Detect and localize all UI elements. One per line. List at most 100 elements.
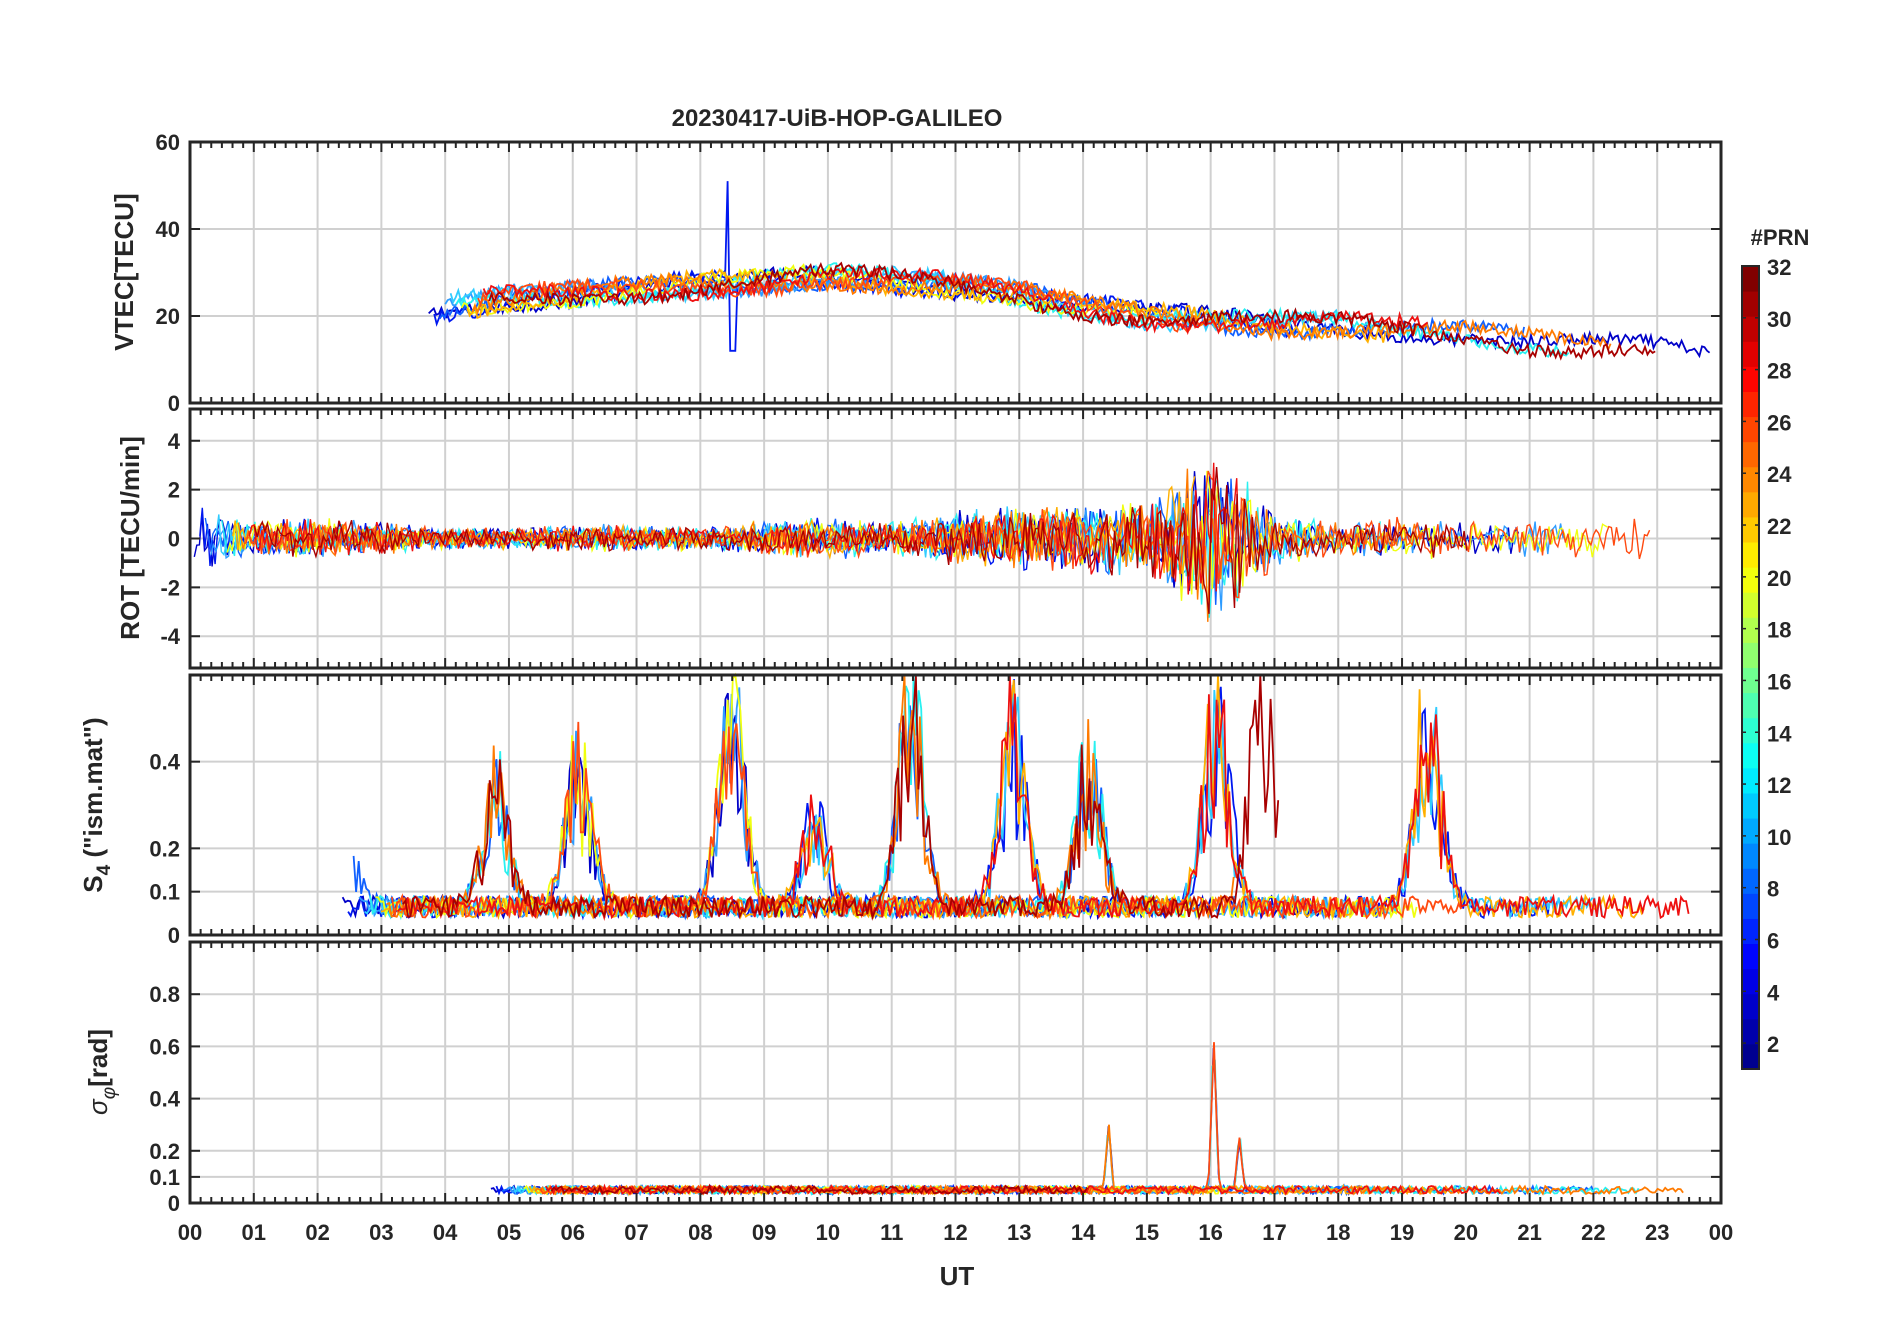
s4-series (341, 672, 1690, 921)
s4-trace-prn-26 (391, 721, 1463, 921)
x-tick-label: 17 (1262, 1220, 1286, 1245)
x-tick-label: 23 (1645, 1220, 1669, 1245)
x-tick-label: 22 (1581, 1220, 1605, 1245)
x-tick-label: 16 (1198, 1220, 1222, 1245)
colorbar-step (1742, 993, 1759, 1020)
colorbar-step (1742, 366, 1759, 392)
s4-panel: 0 0.1 0.2 0.4 S4 ("ism.mat") (78, 672, 1723, 948)
colorbar-step (1742, 466, 1759, 493)
colorbar-gradient (1742, 266, 1759, 1070)
sigma-panel: 00.10.2 0.4 0.6 0.8 σφ[rad] (83, 940, 1723, 1216)
rot-series (193, 462, 1651, 622)
colorbar-step (1742, 491, 1759, 518)
colorbar-step (1742, 767, 1759, 794)
x-tick-label: 18 (1326, 1220, 1350, 1245)
colorbar-step (1742, 968, 1759, 995)
sigma-subscript: φ (99, 1087, 120, 1099)
vtec-series (428, 181, 1711, 361)
colorbar-tick-label: 28 (1767, 359, 1791, 384)
colorbar-step (1742, 893, 1759, 919)
vtec-tick-marks (189, 141, 1722, 404)
rot-y-tick-label: 4 (168, 429, 181, 454)
rot-trace-prn-24 (237, 468, 1423, 622)
colorbar-step (1742, 542, 1759, 568)
x-tick-label: 00 (178, 1220, 202, 1245)
colorbar-tick-label: 4 (1767, 980, 1780, 1005)
colorbar-label: #PRN (1751, 225, 1810, 250)
colorbar-step (1742, 918, 1759, 945)
rot-trace-prn-31 (253, 466, 1468, 614)
x-tick-label: 07 (624, 1220, 648, 1245)
sigma-trace-prn-24 (534, 1124, 1684, 1196)
s4-y-tick-label: 0.1 (149, 880, 180, 905)
sigma-y-tick-labels: 00.10.2 0.4 0.6 0.8 (149, 982, 180, 1216)
colorbar-step (1742, 316, 1759, 342)
colorbar-step (1742, 818, 1759, 844)
colorbar-step (1742, 868, 1759, 894)
vtec-y-tick-label: 40 (156, 217, 180, 242)
rot-y-tick-labels: -4 -2 0 2 4 (160, 429, 180, 649)
x-tick-label: 20 (1454, 1220, 1478, 1245)
s4-trace-prn-31 (402, 674, 1280, 921)
x-tick-label: 04 (433, 1220, 458, 1245)
chart-title: 20230417-UiB-HOP-GALILEO (672, 105, 1003, 132)
sigma-y-label: σφ[rad] (83, 1029, 120, 1115)
x-tick-label: 03 (369, 1220, 393, 1245)
colorbar-tick-label: 30 (1767, 307, 1791, 332)
s4-y-tick-labels: 0 0.1 0.2 0.4 (149, 750, 180, 948)
colorbar-step (1742, 792, 1759, 819)
sigma-symbol: σ (83, 1098, 113, 1115)
colorbar-step (1742, 843, 1759, 869)
x-tick-label: 15 (1135, 1220, 1159, 1245)
sigma-trace-prn-31 (550, 1183, 1088, 1196)
x-tick-label: 21 (1517, 1220, 1541, 1245)
x-tick-label: 09 (752, 1220, 776, 1245)
colorbar-step (1742, 266, 1759, 292)
x-tick-label: 01 (242, 1220, 266, 1245)
sigma-grid (190, 942, 1721, 1203)
x-tick-label: 19 (1390, 1220, 1414, 1245)
x-tick-labels: 00 01 02 03 04 05 06 07 08 09 10 11 12 13 14 15 16 17 18 19… (178, 1220, 1733, 1245)
s4-y-tick-label: 0 (168, 923, 180, 948)
vtec-trace-prn-31 (488, 261, 1656, 361)
rot-y-label: ROT [TECU/min] (115, 436, 145, 640)
sigma-trace-prn-11 (512, 1134, 1412, 1196)
colorbar-tick-label: 16 (1767, 669, 1791, 694)
s4-grid (190, 675, 1721, 935)
x-tick-label: 14 (1071, 1220, 1096, 1245)
rot-y-tick-label: 2 (168, 478, 180, 503)
x-tick-label: 02 (305, 1220, 329, 1245)
colorbar-tick-label: 14 (1767, 721, 1792, 746)
colorbar-tick-label: 2 (1767, 1032, 1779, 1057)
vtec-trace-prn-28 (482, 265, 1429, 336)
x-tick-label: 06 (561, 1220, 585, 1245)
s4-trace-prn-22 (380, 674, 1645, 921)
colorbar-tick-label: 32 (1767, 255, 1791, 280)
rot-trace-prn-26 (243, 470, 1651, 599)
colorbar-step (1742, 1018, 1759, 1045)
x-tick-label: 10 (816, 1220, 840, 1245)
colorbar-step (1742, 567, 1759, 593)
colorbar-tick-label: 10 (1767, 825, 1791, 850)
vtec-y-tick-labels: 0 20 40 60 (156, 130, 180, 416)
colorbar-step (1742, 391, 1759, 418)
sigma-y-tick-label: 0.6 (149, 1034, 180, 1059)
sigma-y-tick-label: 0.4 (149, 1087, 180, 1112)
sigma-y-tick-label: 0.2 (149, 1139, 180, 1164)
colorbar-tick-label: 12 (1767, 773, 1791, 798)
colorbar-tick-label: 26 (1767, 410, 1791, 435)
colorbar-tick-label: 18 (1767, 618, 1791, 643)
x-tick-label: 11 (880, 1220, 903, 1245)
s4-y-tick-label: 0.4 (149, 750, 180, 775)
x-tick-label: 00 (1709, 1220, 1733, 1245)
colorbar-step (1742, 592, 1759, 618)
s4-y-label-subscript: 4 (94, 864, 115, 875)
rot-panel: -4 -2 0 2 4 ROT [TECU/min] (115, 407, 1723, 670)
colorbar-step (1742, 416, 1759, 443)
rot-tick-marks (189, 409, 1722, 668)
s4-y-label: S4 ("ism.mat") (78, 717, 115, 892)
vtec-y-tick-label: 0 (168, 391, 180, 416)
colorbar-step (1742, 617, 1759, 643)
